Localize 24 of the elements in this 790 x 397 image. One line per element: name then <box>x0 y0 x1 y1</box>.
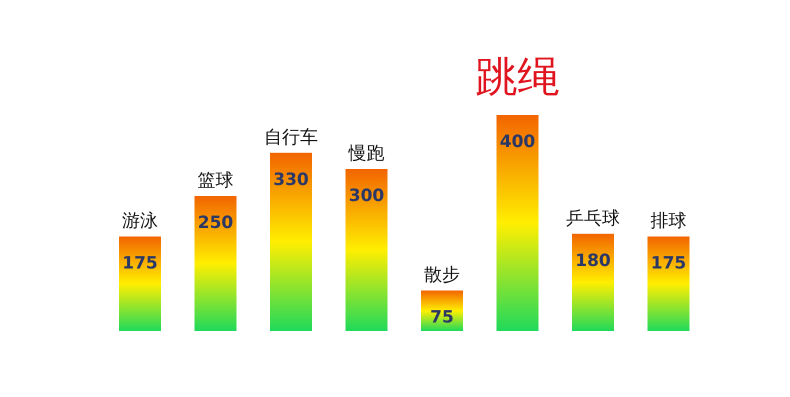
data-label: 175 <box>122 254 158 274</box>
data-label: 180 <box>575 250 611 271</box>
x-tick-label: 慢跑 <box>348 143 384 164</box>
x-tick-label: 自行车 <box>264 126 318 148</box>
data-label: 300 <box>348 186 384 206</box>
bar <box>270 152 312 331</box>
bar <box>572 234 614 331</box>
data-label: 330 <box>273 170 309 190</box>
bar <box>194 196 236 331</box>
x-tick-label: 跳绳 <box>476 52 560 101</box>
data-label: 400 <box>500 132 536 152</box>
x-tick-label: 散步 <box>424 264 460 286</box>
bar <box>421 290 463 331</box>
data-label: 175 <box>650 254 686 274</box>
x-tick-label: 乒乓球 <box>566 208 620 229</box>
bar <box>648 236 690 331</box>
bar <box>496 115 538 331</box>
data-label: 75 <box>430 308 454 328</box>
data-label: 250 <box>198 213 234 233</box>
x-tick-label: 排球 <box>650 210 686 232</box>
bar <box>119 236 161 331</box>
x-tick-label: 游泳 <box>122 210 158 232</box>
bar <box>346 169 388 331</box>
x-tick-label: 篮球 <box>198 170 234 191</box>
